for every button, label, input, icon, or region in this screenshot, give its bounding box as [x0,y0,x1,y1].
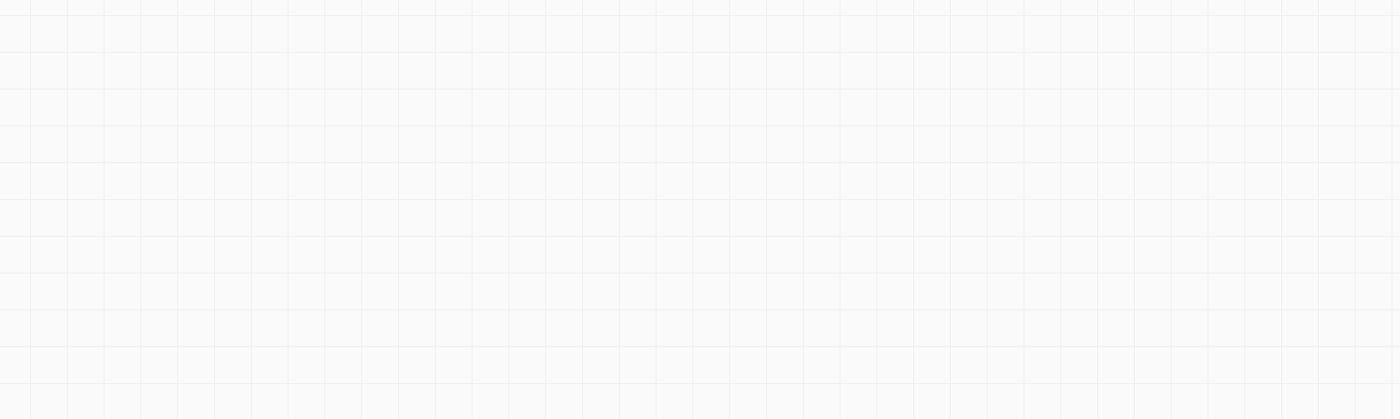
grid-canvas[interactable] [0,0,1400,419]
